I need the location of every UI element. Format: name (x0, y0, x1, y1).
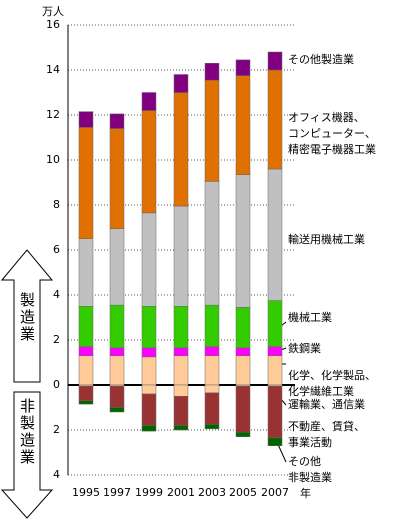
bar-segment (267, 437, 283, 446)
y-tick-label: 12 (46, 108, 60, 121)
x-tick-label: 2003 (198, 486, 226, 499)
bar-segment (78, 400, 94, 405)
bar-segment (204, 181, 220, 306)
bar-segment (204, 63, 220, 81)
bar-segment (173, 347, 189, 356)
bar-segment (173, 306, 189, 349)
y-tick-label: 2 (53, 423, 60, 436)
bar-segment (204, 355, 220, 386)
bar-segment (235, 385, 251, 433)
bar-segment (109, 304, 125, 349)
bar-segment (173, 92, 189, 207)
bar-segment (78, 385, 94, 401)
y-tick-label: 8 (53, 198, 60, 211)
bar-segment (141, 92, 157, 111)
y-tick-label: 4 (53, 288, 60, 301)
legend-label: 輸送用機械工業 (288, 233, 365, 246)
bar-segment (267, 355, 283, 386)
bar-segment (141, 356, 157, 386)
bar-segment (141, 212, 157, 307)
legend-label: 機械工業 (288, 311, 332, 324)
bar-segment (173, 205, 189, 307)
x-tick-label: 2001 (167, 486, 195, 499)
bar-segment (204, 392, 220, 425)
x-tick-label: 1999 (135, 486, 163, 499)
bar-segment (78, 238, 94, 307)
bar-segment (235, 75, 251, 175)
y-tick-label: 10 (46, 153, 60, 166)
bar-segment (173, 355, 189, 386)
legend-label: オフィス機器、 コンピューター、 精密電子機器工業 (288, 111, 376, 156)
legend-label: 鉄鋼業 (288, 342, 321, 355)
bar-segment (204, 304, 220, 347)
bar-segment (235, 307, 251, 349)
x-tick-label: 2005 (229, 486, 257, 499)
bar-segment (109, 407, 125, 413)
x-unit: 年 (300, 487, 311, 500)
side-label: 製造業 (18, 292, 36, 343)
bar-segment (78, 111, 94, 128)
y-tick-label: 6 (53, 243, 60, 256)
bar-segment (109, 385, 125, 408)
bar-segment (141, 425, 157, 432)
bar-segment (235, 59, 251, 76)
y-tick-label: 4 (53, 468, 60, 481)
bar-segment (109, 128, 125, 229)
bar-segment (109, 228, 125, 306)
bar-segment (78, 355, 94, 386)
x-tick-label: 1997 (103, 486, 131, 499)
bar-segment (173, 425, 189, 431)
bar-segment (109, 347, 125, 356)
y-tick-label: 16 (46, 18, 60, 31)
bar-segment (267, 300, 283, 347)
bar-segment (235, 432, 251, 437)
bar-segment (267, 69, 283, 170)
bar-segment (204, 79, 220, 182)
y-tick-label: 14 (46, 63, 60, 76)
legend-label: その他 非製造業 (288, 455, 332, 484)
bar-segment (173, 384, 189, 397)
bar-segment (141, 393, 157, 426)
bar-segment (141, 306, 157, 349)
x-tick-label: 1995 (72, 486, 100, 499)
bar-segment (141, 384, 157, 395)
y-tick-label: 0 (53, 378, 60, 391)
bar-segment (141, 110, 157, 214)
bar-segment (235, 355, 251, 386)
bar-segment (235, 347, 251, 356)
down-arrow (0, 391, 54, 519)
bar-segment (204, 346, 220, 356)
bar-segment (173, 396, 189, 426)
bar-segment (109, 113, 125, 129)
side-label: 非製造業 (18, 398, 36, 466)
y-tick-label: 2 (53, 333, 60, 346)
bar-segment (141, 347, 157, 358)
legend-label: その他製造業 (288, 53, 354, 66)
bar-segment (267, 346, 283, 356)
bar-segment (267, 51, 283, 71)
bar-segment (235, 174, 251, 308)
bar-segment (78, 127, 94, 239)
bar-segment (204, 424, 220, 430)
up-arrow (0, 249, 54, 383)
bar-segment (78, 346, 94, 356)
bar-segment (78, 306, 94, 347)
legend-label: 化学、化学製品、 化学繊維工業 (288, 369, 376, 398)
bar-segment (267, 385, 283, 439)
bar-segment (267, 168, 283, 301)
bar-segment (109, 355, 125, 386)
bar-segment (204, 384, 220, 394)
x-tick-label: 2007 (261, 486, 289, 499)
y-unit: 万人 (42, 5, 64, 18)
legend-label: 不動産、賃貸、 事業活動 (288, 420, 365, 449)
legend-label: 運輸業、通信業 (288, 398, 365, 411)
bar-segment (173, 74, 189, 93)
